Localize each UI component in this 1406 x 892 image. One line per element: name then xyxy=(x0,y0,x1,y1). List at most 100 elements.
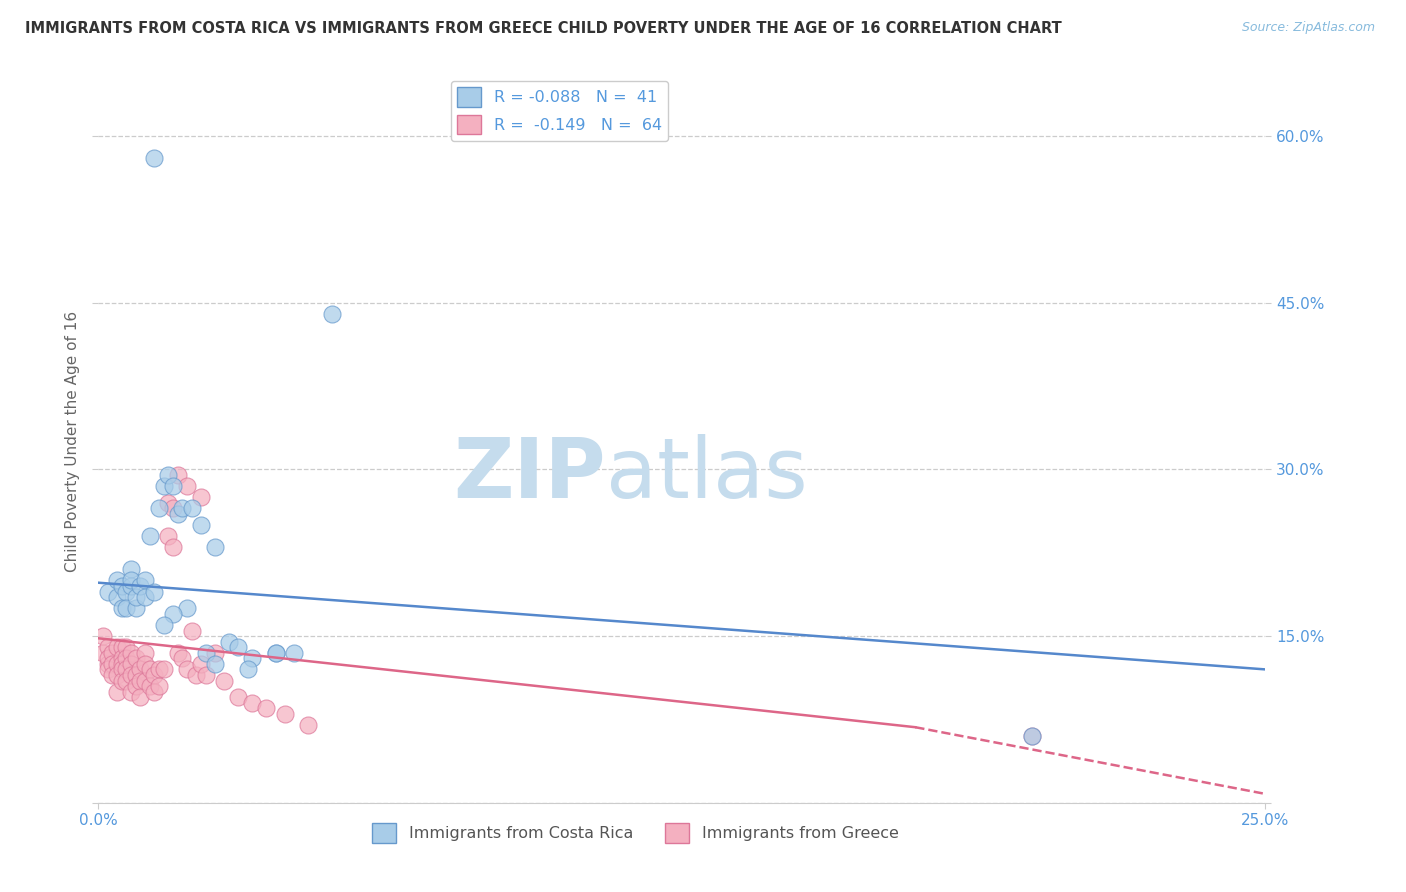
Point xyxy=(125,651,148,665)
Point xyxy=(105,668,128,682)
Point xyxy=(283,646,305,660)
Point xyxy=(115,651,138,665)
Point xyxy=(218,634,240,648)
Point xyxy=(97,662,120,676)
Point xyxy=(1021,729,1043,743)
Point xyxy=(120,684,142,698)
Point xyxy=(204,540,226,554)
Point xyxy=(134,590,156,604)
Point xyxy=(264,646,287,660)
Point xyxy=(152,618,174,632)
Point xyxy=(111,640,134,655)
Point xyxy=(115,640,138,655)
Point xyxy=(115,662,138,676)
Point xyxy=(143,151,166,165)
Point xyxy=(134,646,156,660)
Point xyxy=(111,673,134,688)
Point xyxy=(120,657,142,671)
Point xyxy=(180,501,202,516)
Point xyxy=(120,562,142,576)
Point xyxy=(101,646,124,660)
Point xyxy=(111,657,134,671)
Point xyxy=(134,657,156,671)
Point xyxy=(143,684,166,698)
Point xyxy=(111,601,134,615)
Point xyxy=(228,640,250,655)
Point xyxy=(101,657,124,671)
Point xyxy=(157,467,180,482)
Point xyxy=(125,668,148,682)
Point xyxy=(129,673,152,688)
Point xyxy=(172,651,194,665)
Point xyxy=(194,668,217,682)
Point xyxy=(162,607,184,621)
Point xyxy=(204,657,226,671)
Point xyxy=(148,679,170,693)
Point xyxy=(115,601,138,615)
Point xyxy=(105,590,128,604)
Point xyxy=(157,496,180,510)
Point xyxy=(120,646,142,660)
Point xyxy=(115,673,138,688)
Point xyxy=(152,662,174,676)
Point xyxy=(214,673,236,688)
Point xyxy=(105,574,128,588)
Point xyxy=(125,679,148,693)
Point xyxy=(97,640,120,655)
Point xyxy=(190,517,212,532)
Point xyxy=(242,696,264,710)
Point xyxy=(143,668,166,682)
Point xyxy=(176,662,198,676)
Point xyxy=(115,584,138,599)
Point xyxy=(186,668,208,682)
Point xyxy=(274,706,297,721)
Point xyxy=(194,646,217,660)
Point xyxy=(148,662,170,676)
Point xyxy=(157,529,180,543)
Point xyxy=(97,657,120,671)
Point xyxy=(297,718,319,732)
Point xyxy=(105,657,128,671)
Point xyxy=(264,646,287,660)
Point xyxy=(1021,729,1043,743)
Point xyxy=(162,540,184,554)
Point xyxy=(256,701,278,715)
Point xyxy=(180,624,202,638)
Point xyxy=(176,601,198,615)
Point xyxy=(321,307,343,321)
Point xyxy=(172,501,194,516)
Point xyxy=(162,501,184,516)
Point xyxy=(143,584,166,599)
Point xyxy=(190,657,212,671)
Point xyxy=(120,668,142,682)
Point xyxy=(166,646,188,660)
Text: IMMIGRANTS FROM COSTA RICA VS IMMIGRANTS FROM GREECE CHILD POVERTY UNDER THE AGE: IMMIGRANTS FROM COSTA RICA VS IMMIGRANTS… xyxy=(25,21,1062,36)
Point xyxy=(125,601,148,615)
Point xyxy=(97,584,120,599)
Point xyxy=(190,490,212,504)
Point xyxy=(166,467,188,482)
Point xyxy=(228,690,250,705)
Point xyxy=(176,479,198,493)
Point xyxy=(120,579,142,593)
Point xyxy=(166,507,188,521)
Point xyxy=(105,684,128,698)
Point xyxy=(91,646,114,660)
Point xyxy=(152,479,174,493)
Text: atlas: atlas xyxy=(606,434,808,515)
Point xyxy=(242,651,264,665)
Point xyxy=(111,579,134,593)
Point xyxy=(101,668,124,682)
Point xyxy=(204,646,226,660)
Point xyxy=(134,574,156,588)
Point xyxy=(148,501,170,516)
Point xyxy=(111,662,134,676)
Point xyxy=(125,590,148,604)
Point xyxy=(129,662,152,676)
Point xyxy=(139,662,162,676)
Point xyxy=(236,662,259,676)
Point xyxy=(120,574,142,588)
Text: Source: ZipAtlas.com: Source: ZipAtlas.com xyxy=(1241,21,1375,34)
Point xyxy=(105,640,128,655)
Point xyxy=(162,479,184,493)
